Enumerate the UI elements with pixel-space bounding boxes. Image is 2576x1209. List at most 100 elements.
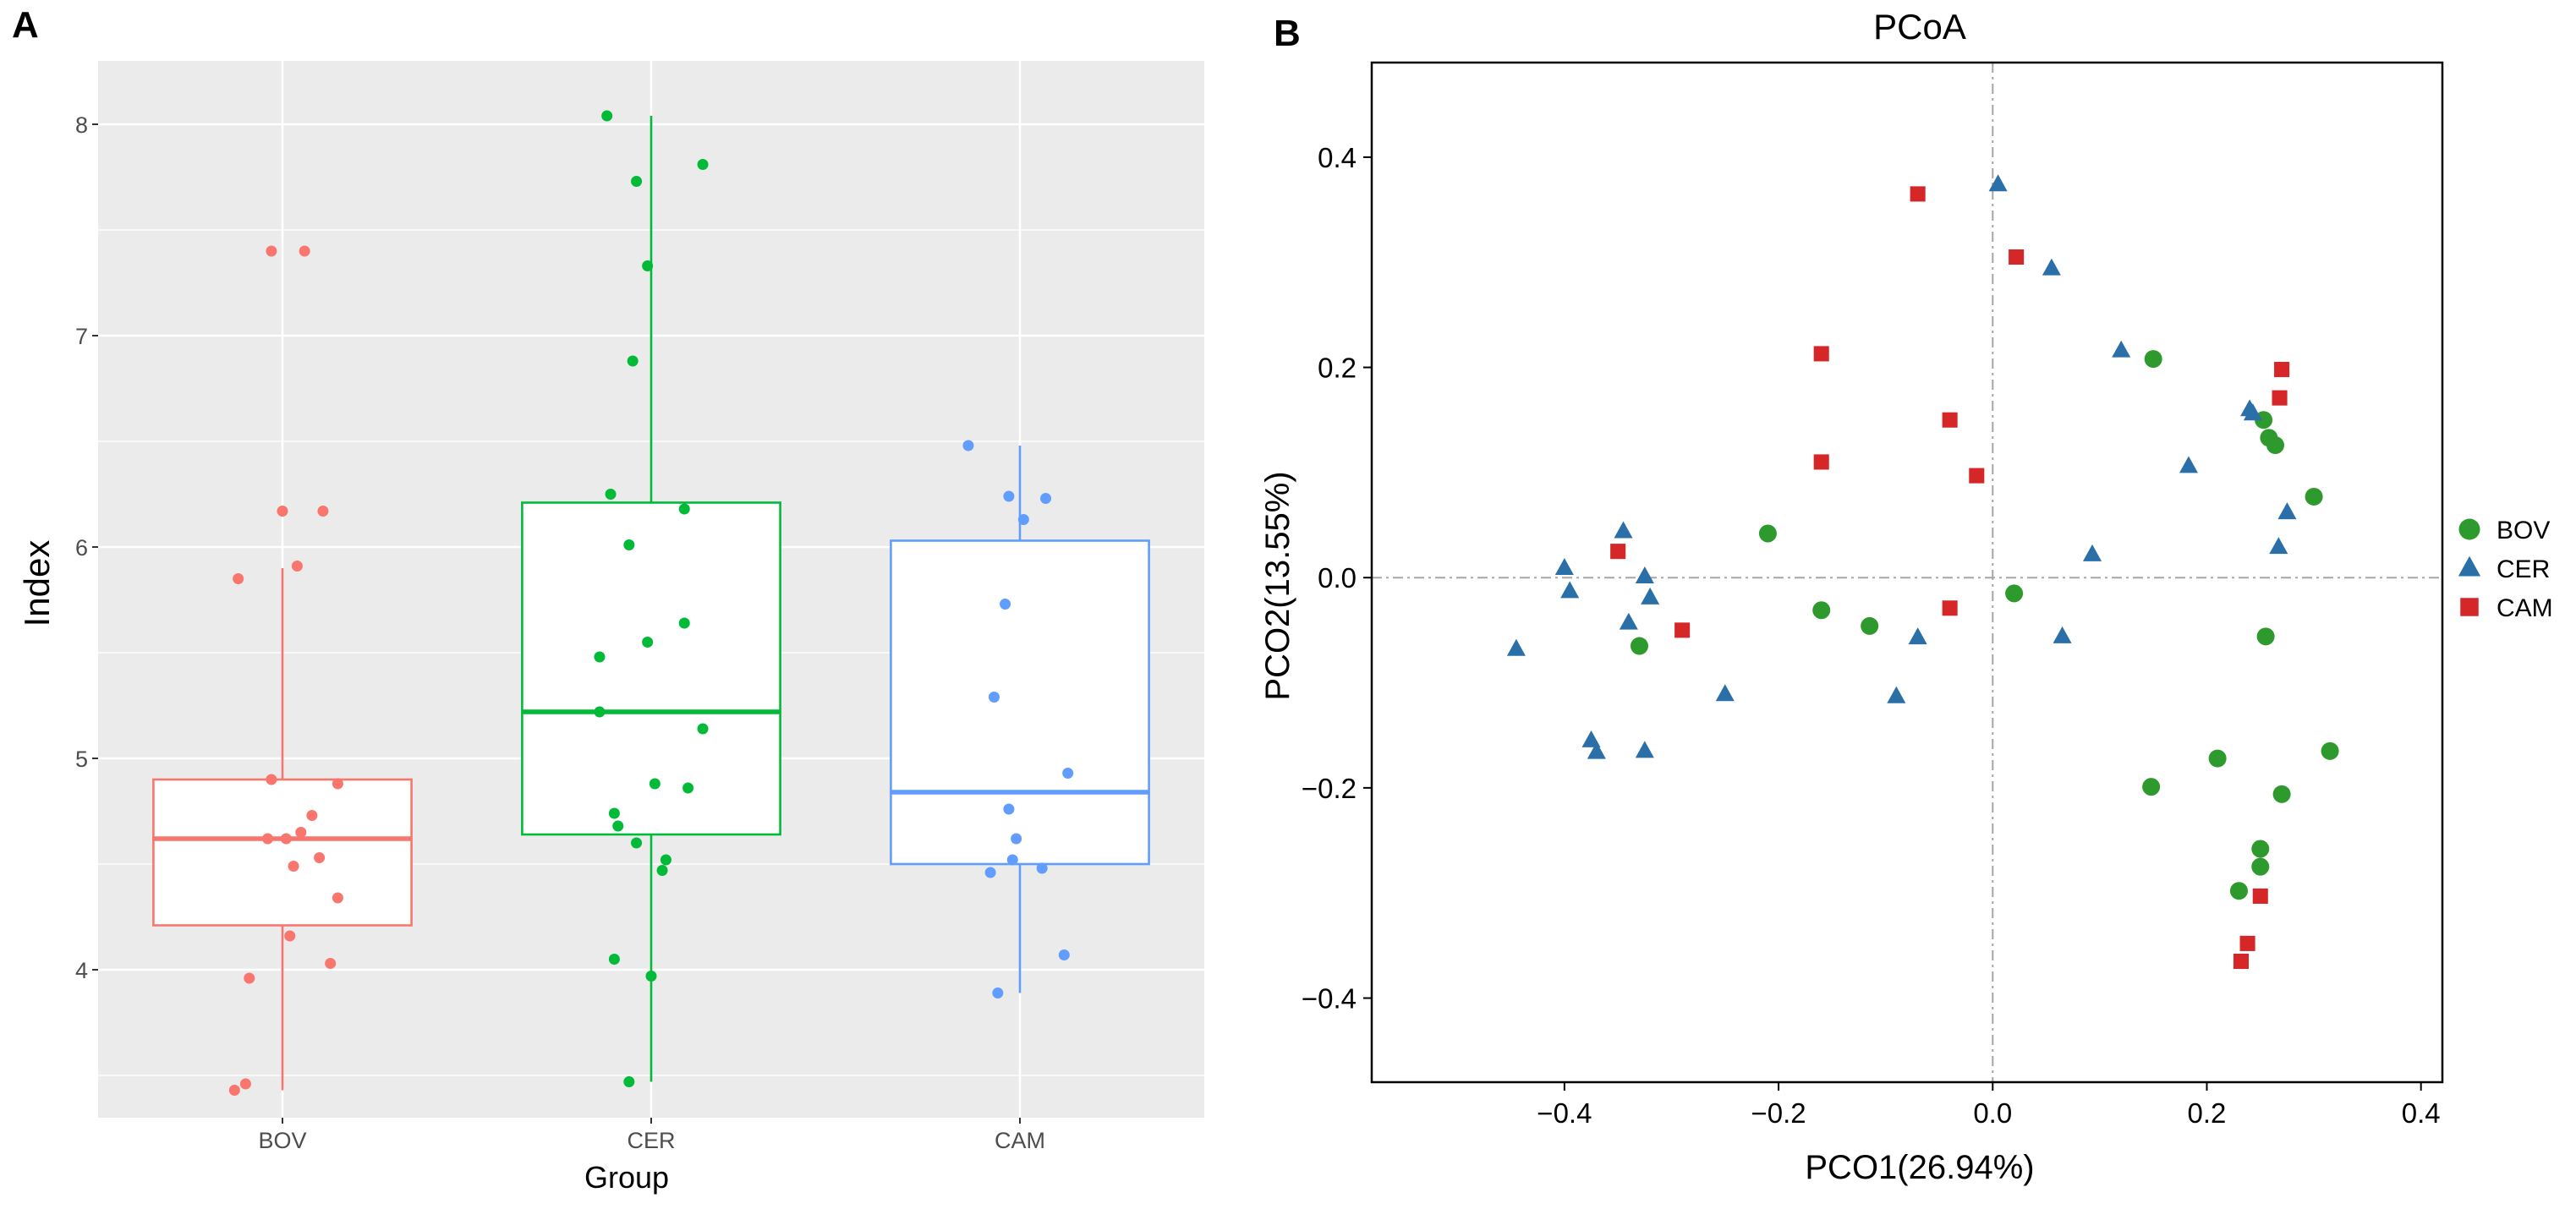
point-cer (1581, 730, 1601, 747)
point-cam (992, 987, 1004, 998)
panel-b-x-ticks: −0.4 −0.2 0.0 0.2 0.4 (1537, 1082, 2441, 1129)
x-tick-label-cer: CER (627, 1128, 675, 1153)
point-cer (656, 865, 668, 876)
series-bov (1631, 350, 2339, 900)
point-cam (984, 867, 996, 878)
point-cam (1003, 803, 1015, 815)
point-bov (277, 506, 288, 517)
point-cer (2042, 258, 2061, 276)
point-cam (1058, 949, 1070, 960)
point-cer (1887, 686, 1906, 703)
y-tick-label: 0.0 (1318, 562, 1357, 594)
point-cer (645, 971, 657, 982)
panel-b-y-axis-title: PCO2(13.55%) (1259, 471, 1296, 700)
y-tick-label: 7 (75, 324, 88, 349)
point-cer (697, 723, 709, 735)
iqr-box (152, 778, 413, 927)
point-bov (262, 833, 274, 845)
point-cer (1908, 627, 1927, 645)
point-cam (1062, 768, 1074, 779)
panel-b-title: PCoA (1873, 7, 1966, 46)
point-cer (623, 1076, 635, 1087)
point-cam (1942, 412, 1958, 428)
point-cam (1910, 186, 1926, 202)
point-bov (2208, 749, 2227, 768)
point-bov (325, 958, 337, 969)
point-cer (642, 637, 654, 648)
point-cam (1813, 346, 1829, 362)
panel-b-plot-border (1370, 61, 2444, 1084)
point-cer (2269, 537, 2288, 555)
y-tick-label: −0.2 (1302, 773, 1357, 804)
point-bov (2305, 487, 2323, 506)
point-cer (682, 782, 694, 794)
point-bov (2251, 840, 2270, 858)
point-cer (660, 854, 671, 866)
x-tick-label: 0.4 (2402, 1097, 2441, 1129)
point-cer (1619, 612, 1638, 630)
point-cam (1610, 544, 1626, 560)
series-cam (1610, 186, 2290, 970)
point-bov (1758, 524, 1777, 543)
x-tick-label-bov: BOV (258, 1128, 306, 1153)
panel-a-x-axis-title: Group (584, 1160, 669, 1195)
point-cer (2179, 456, 2198, 473)
iqr-box (521, 501, 781, 836)
legend-label-cam: CAM (2497, 594, 2553, 622)
point-cer (623, 539, 635, 550)
panel-a-x-ticks: BOV CER CAM (258, 1118, 1045, 1153)
point-cer (1560, 581, 1580, 599)
point-bov (314, 852, 326, 863)
y-tick-label: 6 (75, 535, 88, 561)
series-cer (1506, 174, 2297, 759)
point-cam (988, 692, 1000, 703)
point-bov (2142, 778, 2161, 796)
point-cer (1988, 174, 2008, 192)
iqr-box (890, 539, 1150, 866)
point-bov (228, 1085, 240, 1096)
point-bov (2321, 741, 2339, 760)
point-bov (332, 892, 343, 904)
point-cer (1715, 684, 1735, 702)
point-cer (631, 837, 643, 849)
point-bov (233, 573, 244, 584)
x-tick-label: 0.0 (1973, 1097, 2012, 1129)
point-cam (962, 440, 974, 451)
legend-label-cer: CER (2497, 555, 2550, 583)
legend-marker-cam (2460, 598, 2479, 616)
point-cer (612, 820, 624, 832)
point-cam (1969, 468, 1985, 484)
panel-b-y-ticks: −0.4 −0.2 0.0 0.2 0.4 (1302, 142, 1372, 1015)
panel-b-legend: BOV CER CAM (2458, 517, 2553, 622)
x-tick-label-cam: CAM (995, 1128, 1045, 1153)
point-cer (2112, 340, 2131, 358)
point-bov (317, 506, 329, 517)
point-cer (678, 617, 690, 629)
y-tick-label: 5 (75, 747, 88, 772)
point-bov (266, 245, 277, 257)
point-bov (2272, 785, 2291, 803)
point-bov (288, 861, 299, 872)
point-bov (1812, 601, 1831, 620)
point-cer (697, 159, 709, 170)
point-cam (1011, 833, 1022, 845)
point-cam (1036, 862, 1048, 874)
y-tick-label: 4 (75, 958, 88, 983)
point-cer (2243, 403, 2262, 421)
point-bov (266, 774, 277, 785)
point-cam (1942, 600, 1958, 616)
x-tick-label: −0.4 (1537, 1097, 1592, 1129)
x-tick-label: −0.2 (1751, 1097, 1806, 1129)
point-cer (594, 706, 606, 718)
panel-b-pcoa: B PCoA −0.4 −0.2 0.0 0.2 0.4 −0.4 −0.2 0.0 0.2 0… (1259, 7, 2553, 1186)
point-cer (2277, 502, 2297, 520)
point-bov (239, 1078, 251, 1090)
panel-b-reference-lines (1372, 63, 2442, 1082)
point-bov (295, 827, 307, 838)
point-cam (1017, 514, 1029, 525)
point-cer (631, 176, 643, 187)
point-cer (594, 651, 606, 663)
panel-b-x-axis-title: PCO1(26.94%) (1805, 1149, 2034, 1186)
y-tick-label: 0.4 (1318, 142, 1357, 173)
